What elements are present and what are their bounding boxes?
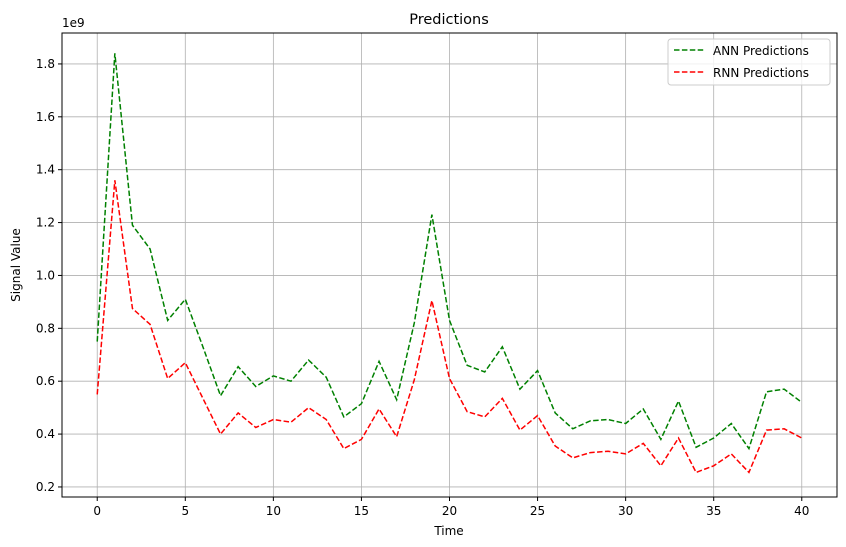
y-offset-label: 1e9 <box>62 16 85 30</box>
legend-label-ann: ANN Predictions <box>713 44 809 58</box>
legend-label-rnn: RNN Predictions <box>713 66 809 80</box>
x-tick-label: 10 <box>266 504 281 518</box>
y-tick-label: 0.8 <box>36 321 55 335</box>
y-tick-label: 0.2 <box>36 480 55 494</box>
x-tick-label: 5 <box>181 504 189 518</box>
y-tick-label: 1.0 <box>36 268 55 282</box>
x-tick-label: 20 <box>442 504 457 518</box>
y-tick-label: 1.2 <box>36 216 55 230</box>
x-tick-label: 40 <box>794 504 809 518</box>
x-tick-label: 0 <box>93 504 101 518</box>
y-tick-label: 1.4 <box>36 163 55 177</box>
y-tick-label: 0.4 <box>36 427 55 441</box>
y-axis-label: Signal Value <box>9 228 23 302</box>
x-tick-label: 35 <box>706 504 721 518</box>
y-tick-label: 1.6 <box>36 110 55 124</box>
y-tick-label: 0.6 <box>36 374 55 388</box>
x-axis-label: Time <box>433 524 463 538</box>
x-tick-label: 25 <box>530 504 545 518</box>
legend: ANN Predictions RNN Predictions <box>667 38 831 86</box>
y-tick-label: 1.8 <box>36 57 55 71</box>
series-line-rnn <box>96 180 803 474</box>
axis-ticks: 0 5 10 15 20 25 30 35 40 0.2 0.4 0.6 0.8 1.0 1.2 1.4 1.6… <box>36 57 810 518</box>
x-tick-label: 15 <box>354 504 369 518</box>
series-lines <box>96 53 803 474</box>
grid <box>62 33 837 497</box>
chart-title: Predictions <box>409 12 489 28</box>
x-tick-label: 30 <box>618 504 633 518</box>
legend-box <box>667 38 831 86</box>
